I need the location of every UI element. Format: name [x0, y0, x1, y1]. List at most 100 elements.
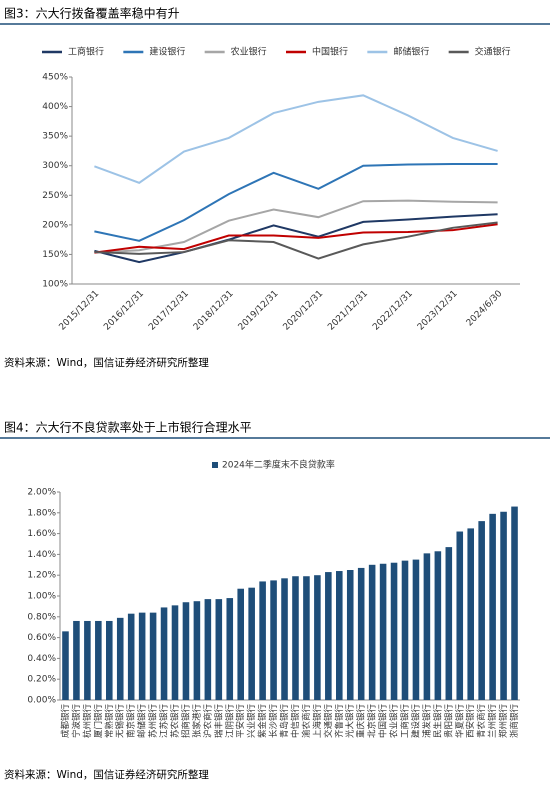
bar — [500, 511, 507, 700]
x-tick-label: 2021/12/31 — [326, 289, 370, 333]
line-series — [94, 213, 498, 264]
x-tick-label: 青岛银行 — [279, 704, 290, 739]
x-tick-label: 2015/12/31 — [58, 289, 102, 333]
x-tick-label: 成都银行 — [60, 704, 71, 739]
x-tick-label: 招商银行 — [180, 704, 191, 739]
y-tick-label: 1.80% — [27, 508, 56, 518]
bar — [270, 580, 277, 700]
x-tick-label: 常熟银行 — [104, 704, 115, 739]
bar — [259, 581, 266, 700]
x-tick-label: 北京银行 — [367, 704, 378, 739]
x-tick-label: 浦发银行 — [421, 704, 432, 739]
legend-label: 工商银行 — [68, 46, 104, 58]
bar — [423, 553, 431, 700]
line-series — [94, 221, 498, 260]
x-tick-label: 江苏银行 — [159, 704, 170, 739]
y-tick-label: 400% — [42, 102, 68, 112]
x-tick-label: 无锡银行 — [115, 704, 126, 739]
bar — [314, 575, 321, 700]
bar — [237, 588, 244, 700]
x-tick-label: 农业银行 — [389, 704, 400, 739]
bar — [292, 576, 299, 700]
x-tick-label: 邮储银行 — [137, 704, 148, 739]
x-tick-label: 兰州银行 — [487, 704, 498, 739]
x-tick-label: 江阴银行 — [224, 704, 235, 739]
y-tick-label: 450% — [42, 73, 68, 83]
x-tick-label: 厦门银行 — [93, 704, 104, 739]
y-tick-label: 1.40% — [27, 550, 56, 560]
x-tick-label: 杭州银行 — [82, 704, 93, 739]
x-tick-label: 南京银行 — [126, 704, 137, 739]
x-tick-label: 浙商银行 — [509, 704, 520, 739]
y-tick-label: 1.60% — [27, 529, 56, 539]
y-tick-label: 200% — [42, 220, 68, 230]
source: 资料来源：Wind，国信证券经济研究所整理 — [4, 356, 209, 369]
bar — [467, 528, 474, 700]
bar — [116, 617, 124, 700]
x-tick-label: 中国银行 — [378, 704, 389, 739]
y-tick-label: 0.40% — [27, 654, 56, 664]
x-tick-label: 重庆银行 — [356, 704, 367, 739]
legend-label: 中国银行 — [312, 46, 348, 58]
x-tick-label: 齐鲁银行 — [334, 704, 345, 739]
bar — [182, 602, 190, 700]
x-tick-label: 2020/12/31 — [282, 289, 326, 333]
line-series — [94, 199, 498, 254]
bar — [62, 631, 69, 700]
bar — [489, 513, 496, 700]
x-tick-label: 紫金银行 — [257, 704, 268, 739]
line-series — [94, 162, 498, 242]
x-tick-label: 郑州银行 — [498, 704, 509, 739]
legend-label: 交通银行 — [475, 46, 511, 58]
y-tick-label: 250% — [42, 191, 68, 201]
x-tick-label: 中信银行 — [290, 704, 301, 739]
y-tick-label: 300% — [42, 161, 68, 171]
legend-label: 建设银行 — [149, 46, 185, 58]
bar — [434, 551, 442, 700]
bar — [73, 620, 80, 700]
y-tick-label: 0.60% — [27, 633, 56, 643]
bar — [138, 612, 146, 700]
bar — [171, 605, 179, 700]
x-tick-label: 华夏银行 — [454, 704, 465, 739]
x-tick-label: 瑞丰银行 — [213, 704, 224, 739]
x-tick-label: 苏州银行 — [148, 704, 159, 739]
bar — [511, 506, 518, 700]
x-tick-label: 贵阳银行 — [443, 704, 454, 739]
x-tick-label: 长沙银行 — [268, 704, 279, 739]
legend-label: 邮储银行 — [393, 46, 429, 58]
y-tick-label: 100% — [42, 280, 68, 290]
x-tick-label: 2017/12/31 — [147, 289, 191, 333]
x-tick-label: 兴业银行 — [246, 704, 257, 739]
bar — [303, 576, 310, 700]
legend-swatch — [212, 462, 218, 468]
y-tick-label: 350% — [42, 132, 68, 142]
x-tick-label: 2024/6/30 — [465, 289, 505, 329]
bar — [248, 587, 255, 700]
bar — [401, 560, 409, 700]
y-tick-label: 150% — [42, 250, 68, 260]
x-tick-label: 建设银行 — [410, 704, 421, 739]
bar — [445, 547, 453, 700]
x-tick-label: 宁波银行 — [71, 704, 82, 739]
bar — [149, 612, 157, 700]
y-tick-label: 0.00% — [27, 696, 56, 706]
y-tick-label: 1.00% — [27, 592, 56, 602]
bar — [357, 567, 365, 700]
x-tick-label: 2018/12/31 — [192, 289, 236, 333]
x-tick-label: 2023/12/31 — [416, 289, 460, 333]
bar — [95, 620, 102, 700]
bar — [84, 620, 91, 700]
y-tick-label: 0.20% — [27, 675, 56, 685]
legend-label: 农业银行 — [231, 46, 267, 58]
y-tick-label: 2.00% — [27, 488, 56, 498]
bar — [204, 599, 212, 700]
x-tick-label: 沪农商行 — [202, 704, 213, 739]
x-tick-label: 2019/12/31 — [237, 289, 281, 333]
bar — [325, 572, 332, 700]
caption: 图4：六大行不良贷款率处于上市银行合理水平 — [4, 420, 252, 435]
bar — [336, 571, 343, 700]
x-tick-label: 西安银行 — [465, 704, 476, 739]
